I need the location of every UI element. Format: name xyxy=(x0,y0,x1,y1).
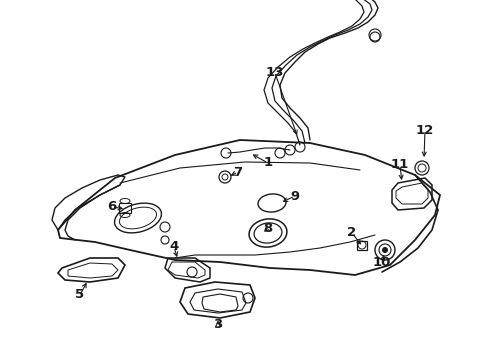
Text: 11: 11 xyxy=(390,158,408,171)
Text: 8: 8 xyxy=(263,221,272,234)
Text: 7: 7 xyxy=(233,166,242,179)
Text: 2: 2 xyxy=(347,226,356,239)
Text: 9: 9 xyxy=(290,189,299,202)
Text: 1: 1 xyxy=(263,157,272,170)
Text: 12: 12 xyxy=(415,123,433,136)
Text: 6: 6 xyxy=(107,201,116,213)
Text: 10: 10 xyxy=(372,256,390,269)
Text: 13: 13 xyxy=(265,67,284,80)
Circle shape xyxy=(382,248,386,252)
Text: 3: 3 xyxy=(213,319,222,332)
Text: 4: 4 xyxy=(169,240,178,253)
Text: 5: 5 xyxy=(75,288,84,302)
